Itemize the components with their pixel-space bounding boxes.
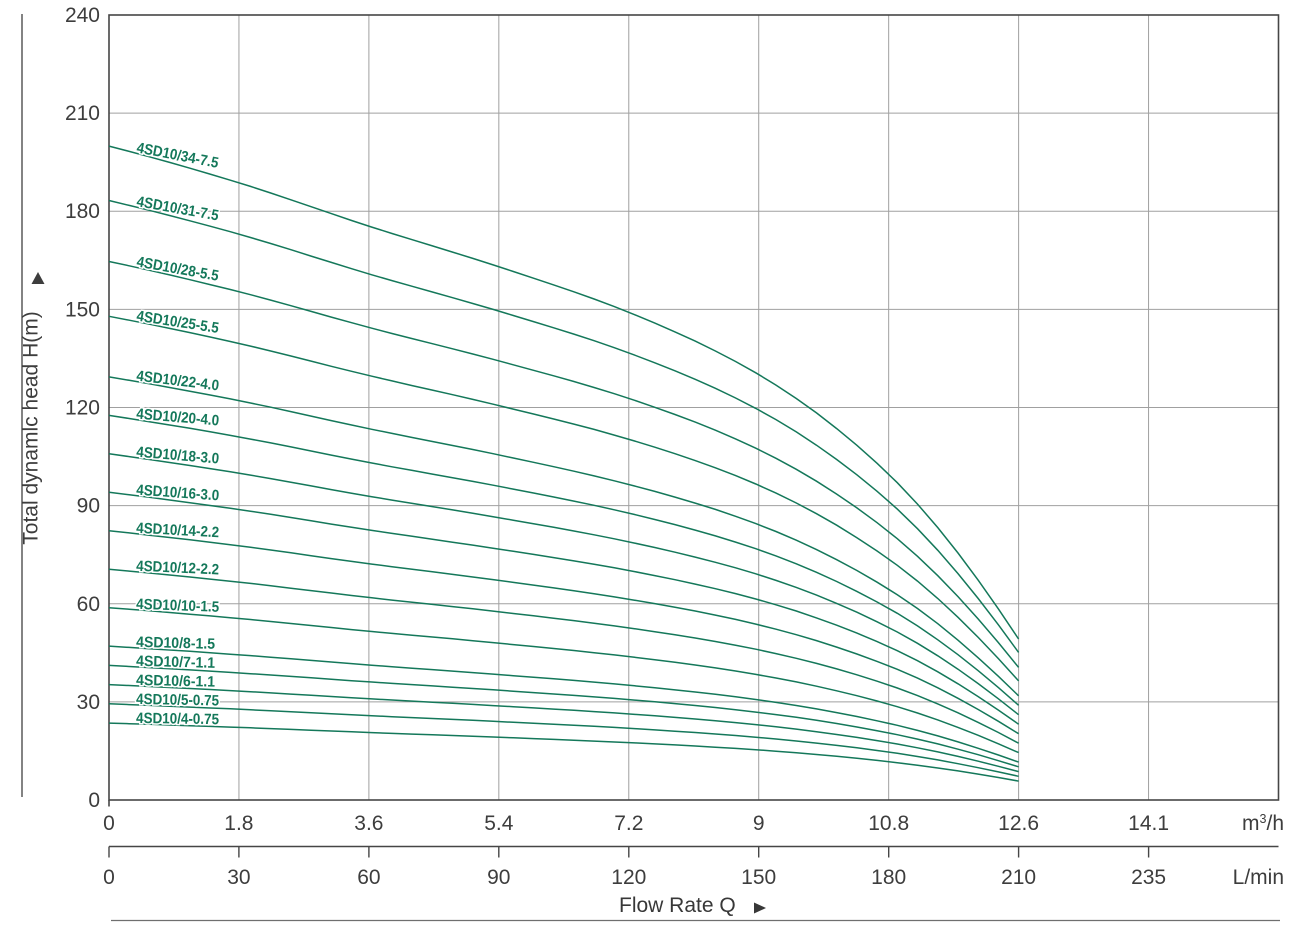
- svg-text:14.1: 14.1: [1128, 812, 1169, 835]
- svg-text:12.6: 12.6: [998, 812, 1039, 835]
- svg-text:90: 90: [77, 495, 100, 518]
- svg-text:5.4: 5.4: [484, 812, 514, 835]
- svg-text:150: 150: [65, 298, 100, 321]
- svg-text:120: 120: [611, 866, 646, 889]
- svg-text:Total dynamlc head H(m): Total dynamlc head H(m): [20, 311, 43, 544]
- svg-text:3.6: 3.6: [354, 812, 383, 835]
- svg-text:4SD10/12-2.2: 4SD10/12-2.2: [136, 558, 220, 579]
- svg-text:60: 60: [357, 866, 380, 889]
- svg-text:4SD10/6-1.1: 4SD10/6-1.1: [136, 672, 215, 691]
- svg-text:10.8: 10.8: [868, 812, 909, 835]
- svg-text:4SD10/7-1.1: 4SD10/7-1.1: [136, 653, 215, 672]
- svg-text:60: 60: [77, 593, 100, 616]
- svg-text:Flow Rate Q: Flow Rate Q: [619, 894, 736, 917]
- svg-text:m3/h: m3/h: [1242, 812, 1284, 835]
- svg-text:210: 210: [1001, 866, 1036, 889]
- svg-text:30: 30: [77, 691, 100, 714]
- svg-text:150: 150: [741, 866, 776, 889]
- svg-text:4SD10/10-1.5: 4SD10/10-1.5: [136, 596, 220, 616]
- svg-text:0: 0: [88, 789, 100, 812]
- svg-text:180: 180: [65, 200, 100, 223]
- svg-text:90: 90: [487, 866, 510, 889]
- svg-text:235: 235: [1131, 866, 1166, 889]
- svg-text:1.8: 1.8: [224, 812, 253, 835]
- svg-text:9: 9: [753, 812, 765, 835]
- svg-text:30: 30: [227, 866, 250, 889]
- svg-text:240: 240: [65, 4, 100, 27]
- svg-text:120: 120: [65, 397, 100, 420]
- svg-text:4SD10/5-0.75: 4SD10/5-0.75: [136, 691, 219, 710]
- svg-text:180: 180: [871, 866, 906, 889]
- svg-text:0: 0: [103, 866, 115, 889]
- svg-text:7.2: 7.2: [614, 812, 643, 835]
- svg-text:4SD10/8-1.5: 4SD10/8-1.5: [136, 634, 215, 653]
- svg-text:4SD10/4-0.75: 4SD10/4-0.75: [136, 710, 219, 728]
- svg-text:210: 210: [65, 102, 100, 125]
- svg-text:0: 0: [103, 812, 115, 835]
- svg-text:L/min: L/min: [1233, 866, 1284, 889]
